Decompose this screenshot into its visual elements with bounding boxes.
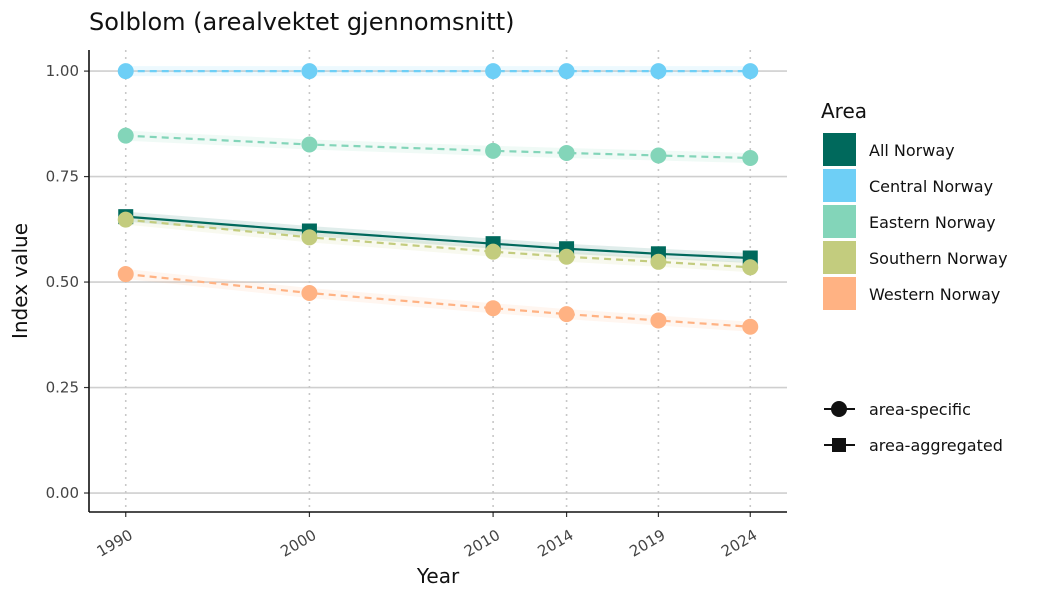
y-tick-label: 0.25 xyxy=(46,379,79,397)
data-point xyxy=(301,63,318,80)
series-line xyxy=(125,215,751,260)
y-tick-label: 0.50 xyxy=(46,273,79,291)
data-point xyxy=(742,63,759,80)
data-point xyxy=(558,144,575,161)
data-point xyxy=(650,253,667,270)
data-point xyxy=(485,63,502,80)
legend-swatch xyxy=(823,277,856,310)
data-point xyxy=(301,229,318,246)
legend-swatch xyxy=(823,133,856,166)
legend-swatch xyxy=(823,241,856,274)
y-tick-label: 0.00 xyxy=(46,484,79,502)
data-point xyxy=(650,63,667,80)
data-point xyxy=(558,306,575,323)
data-point xyxy=(742,318,759,335)
legend-label: area-specific xyxy=(869,400,971,419)
data-point xyxy=(485,142,502,159)
legend-label: Southern Norway xyxy=(869,249,1008,268)
x-tick-label: 2000 xyxy=(277,526,319,561)
legend: Area All Norway Central Norway Eastern Nor… xyxy=(821,99,1008,455)
data-point xyxy=(650,312,667,329)
legend-label: Eastern Norway xyxy=(869,213,996,232)
axes xyxy=(84,50,787,517)
y-axis-title: Index value xyxy=(8,223,32,339)
data-point xyxy=(742,150,759,167)
legend-key-square xyxy=(832,438,846,452)
legend-title: Area xyxy=(821,99,867,123)
series-lines xyxy=(125,69,751,328)
y-tick-label: 0.75 xyxy=(46,168,79,186)
data-point xyxy=(301,285,318,302)
x-tick-label: 1990 xyxy=(94,526,136,561)
data-point xyxy=(485,243,502,260)
data-point xyxy=(742,259,759,276)
x-axis-title: Year xyxy=(416,564,460,588)
x-tick-label: 2014 xyxy=(535,526,577,561)
x-tick-label: 2010 xyxy=(461,526,503,561)
data-point xyxy=(558,63,575,80)
data-point xyxy=(485,300,502,317)
data-points xyxy=(117,63,759,335)
y-tick-label: 1.00 xyxy=(46,62,79,80)
data-point xyxy=(650,147,667,164)
legend-label: area-aggregated xyxy=(869,436,1003,455)
data-point xyxy=(117,63,134,80)
data-point xyxy=(117,266,134,283)
legend-swatch xyxy=(823,169,856,202)
data-point xyxy=(301,136,318,153)
x-tick-label: 2024 xyxy=(718,526,760,561)
legend-label: Central Norway xyxy=(869,177,993,196)
ribbon xyxy=(125,130,751,164)
data-point xyxy=(558,248,575,265)
confidence-ribbons xyxy=(125,66,751,332)
data-point xyxy=(117,211,134,228)
legend-key-circle xyxy=(831,401,847,417)
x-tick-label: 2019 xyxy=(626,526,668,561)
data-point xyxy=(117,127,134,144)
chart-title: Solblom (arealvektet gjennomsnitt) xyxy=(89,8,515,36)
legend-label: Western Norway xyxy=(869,285,1000,304)
legend-swatch xyxy=(823,205,856,238)
legend-label: All Norway xyxy=(869,141,955,160)
